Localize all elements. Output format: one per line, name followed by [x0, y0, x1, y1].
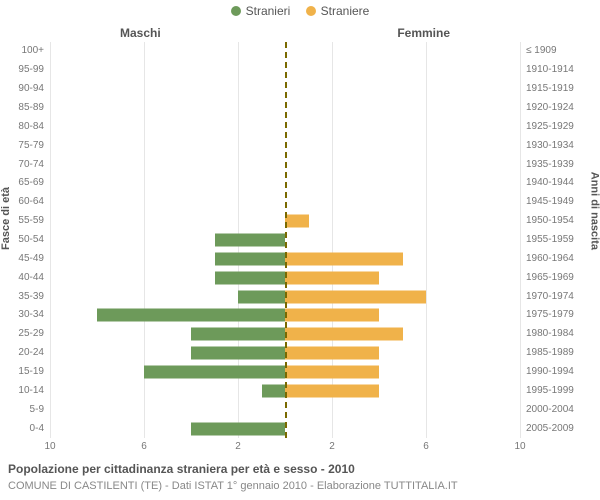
x-tick: 6 — [141, 438, 147, 452]
chart-area: 100+≤ 190995-991910-191490-941915-191985… — [50, 42, 520, 438]
center-line — [285, 42, 287, 438]
birth-label: 1965-1969 — [520, 273, 574, 283]
age-label: 55-59 — [18, 216, 50, 226]
birth-label: 1920-1924 — [520, 103, 574, 113]
legend-swatch-female — [306, 6, 316, 16]
yaxis-right-title: Anni di nascita — [588, 172, 600, 250]
bar-male — [262, 384, 286, 397]
bar-female — [285, 309, 379, 322]
age-label: 60-64 — [18, 197, 50, 207]
chart-inner: 100+≤ 190995-991910-191490-941915-191985… — [50, 42, 520, 438]
bar-male — [97, 309, 285, 322]
x-tick: 10 — [514, 438, 525, 452]
birth-label: 1935-1939 — [520, 160, 574, 170]
grid-line — [144, 42, 145, 438]
age-label: 30-34 — [18, 310, 50, 320]
grid-line — [332, 42, 333, 438]
birth-label: 1945-1949 — [520, 197, 574, 207]
birth-label: 1940-1944 — [520, 178, 574, 188]
birth-label: 1975-1979 — [520, 310, 574, 320]
age-label: 10-14 — [18, 386, 50, 396]
bar-male — [215, 252, 286, 265]
age-label: 50-54 — [18, 235, 50, 245]
birth-label: 1930-1934 — [520, 141, 574, 151]
age-label: 80-84 — [18, 122, 50, 132]
yaxis-left-title: Fasce di età — [0, 187, 12, 250]
birth-label: 2005-2009 — [520, 424, 574, 434]
birth-label: 2000-2004 — [520, 405, 574, 415]
bar-male — [191, 328, 285, 341]
birth-label: 1995-1999 — [520, 386, 574, 396]
caption-title: Popolazione per cittadinanza straniera p… — [8, 462, 592, 476]
caption-subtitle: COMUNE DI CASTILENTI (TE) - Dati ISTAT 1… — [8, 480, 592, 492]
pyramid-chart: Stranieri Straniere Maschi Femmine Fasce… — [0, 0, 600, 500]
age-label: 25-29 — [18, 329, 50, 339]
bar-female — [285, 366, 379, 379]
age-label: 45-49 — [18, 254, 50, 264]
bar-female — [285, 252, 403, 265]
x-tick: 2 — [235, 438, 241, 452]
birth-label: 1985-1989 — [520, 348, 574, 358]
birth-label: 1955-1959 — [520, 235, 574, 245]
age-label: 70-74 — [18, 160, 50, 170]
bar-male — [191, 347, 285, 360]
bar-female — [285, 271, 379, 284]
bar-male — [215, 271, 286, 284]
age-label: 65-69 — [18, 178, 50, 188]
legend-label-male: Stranieri — [246, 4, 291, 18]
bar-female — [285, 328, 403, 341]
col-header-female: Femmine — [397, 26, 450, 40]
bar-female — [285, 215, 309, 228]
bar-male — [215, 234, 286, 247]
age-label: 35-39 — [18, 292, 50, 302]
bar-female — [285, 347, 379, 360]
legend-label-female: Straniere — [321, 4, 370, 18]
bar-male — [191, 422, 285, 435]
age-label: 0-4 — [30, 424, 50, 434]
birth-label: 1980-1984 — [520, 329, 574, 339]
grid-line — [50, 42, 51, 438]
bar-female — [285, 290, 426, 303]
bar-male — [238, 290, 285, 303]
col-header-male: Maschi — [120, 26, 161, 40]
x-tick: 10 — [44, 438, 55, 452]
age-label: 90-94 — [18, 84, 50, 94]
legend-item-male: Stranieri — [231, 4, 291, 18]
age-label: 40-44 — [18, 273, 50, 283]
birth-label: 1960-1964 — [520, 254, 574, 264]
legend-swatch-male — [231, 6, 241, 16]
x-tick: 2 — [329, 438, 335, 452]
x-tick: 6 — [423, 438, 429, 452]
birth-label: ≤ 1909 — [520, 46, 557, 56]
age-label: 100+ — [21, 46, 50, 56]
bar-male — [144, 366, 285, 379]
age-label: 95-99 — [18, 65, 50, 75]
birth-label: 1990-1994 — [520, 367, 574, 377]
legend-item-female: Straniere — [306, 4, 370, 18]
birth-label: 1925-1929 — [520, 122, 574, 132]
age-label: 75-79 — [18, 141, 50, 151]
birth-label: 1950-1954 — [520, 216, 574, 226]
age-label: 85-89 — [18, 103, 50, 113]
legend: Stranieri Straniere — [0, 4, 600, 19]
bar-female — [285, 384, 379, 397]
birth-label: 1910-1914 — [520, 65, 574, 75]
birth-label: 1915-1919 — [520, 84, 574, 94]
grid-line — [426, 42, 427, 438]
age-label: 15-19 — [18, 367, 50, 377]
age-label: 5-9 — [30, 405, 50, 415]
birth-label: 1970-1974 — [520, 292, 574, 302]
age-label: 20-24 — [18, 348, 50, 358]
